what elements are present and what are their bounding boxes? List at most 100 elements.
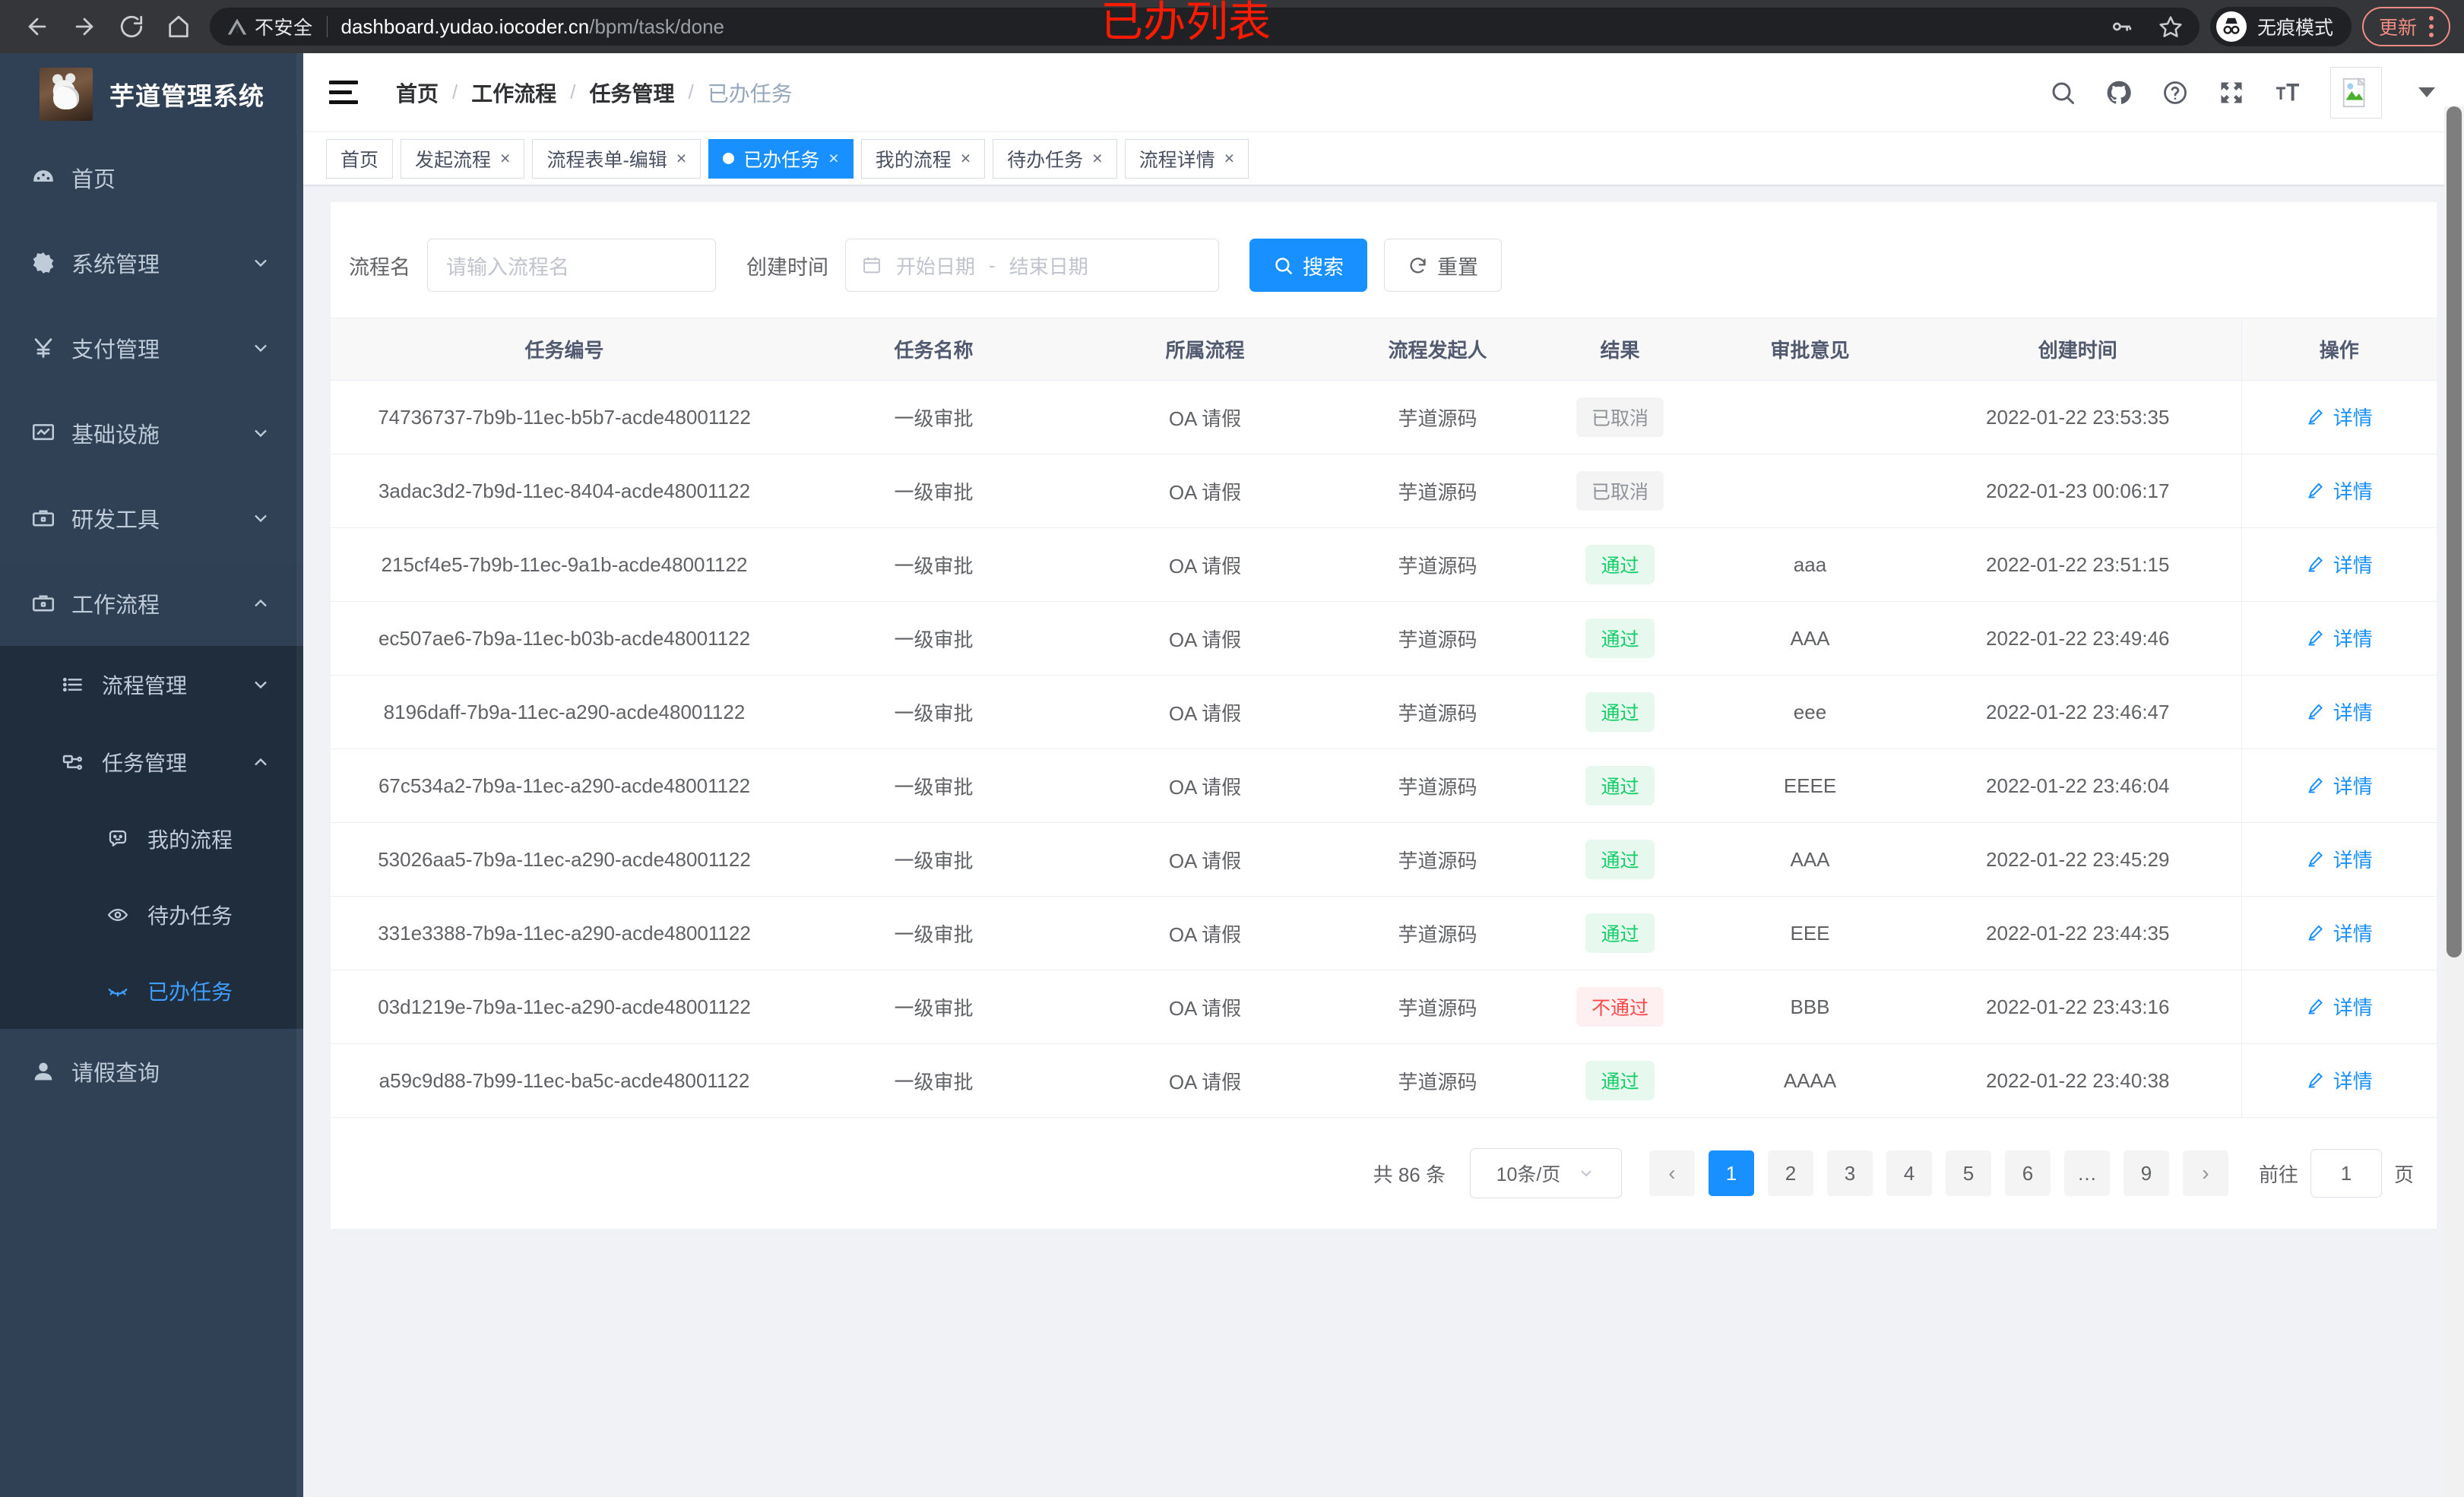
detail-button[interactable]: 详情 (2306, 919, 2373, 947)
sidebar-item-workflow[interactable]: 工作流程 (0, 561, 303, 646)
breadcrumb-item-home[interactable]: 首页 (396, 81, 439, 106)
page-button-6[interactable]: 6 (2004, 1150, 2051, 1196)
security-indicator[interactable]: 不安全 (226, 13, 313, 40)
incognito-mode-indicator[interactable]: 无痕模式 (2209, 7, 2352, 46)
close-icon[interactable]: × (828, 148, 839, 168)
cell-result: 通过 (1534, 822, 1705, 897)
process-name-label: 流程名 (349, 255, 410, 279)
reload-button[interactable] (108, 3, 155, 50)
update-button[interactable]: 更新 (2361, 7, 2450, 46)
fullscreen-icon[interactable] (2218, 79, 2245, 106)
sidebar-item-task-management[interactable]: 任务管理 (0, 723, 303, 801)
detail-button[interactable]: 详情 (2306, 1066, 2373, 1094)
breadcrumb-item-workflow[interactable]: 工作流程 (471, 81, 557, 106)
reset-button[interactable]: 重置 (1384, 239, 1502, 292)
page-button-5[interactable]: 5 (1945, 1150, 1991, 1196)
edit-pencil-icon (2306, 1070, 2326, 1090)
tab-process-form-edit[interactable]: 流程表单-编辑 × (532, 138, 702, 179)
edit-pencil-icon (2306, 480, 2326, 500)
user-avatar-image[interactable] (2330, 66, 2382, 119)
sidebar-item-done-tasks[interactable]: 已办任务 (0, 953, 303, 1029)
back-button[interactable] (14, 3, 61, 50)
sidebar-item-my-process[interactable]: 我的流程 (0, 801, 303, 877)
cell-result: 不通过 (1534, 970, 1705, 1044)
table-row: 3adac3d2-7b9d-11ec-8404-acde48001122 一级审批… (331, 454, 2437, 528)
password-key-icon[interactable] (2110, 15, 2133, 38)
status-badge: 已取消 (1576, 397, 1664, 437)
page-button-4[interactable]: 4 (1886, 1150, 1932, 1196)
cell-starter: 芋道源码 (1341, 896, 1534, 970)
detail-button[interactable]: 详情 (2306, 624, 2373, 652)
tab-my-process[interactable]: 我的流程 × (860, 138, 986, 179)
home-button[interactable] (155, 3, 202, 50)
page-button-2[interactable]: 2 (1767, 1150, 1813, 1196)
close-icon[interactable]: × (960, 148, 971, 168)
create-time-label: 创建时间 (746, 255, 828, 279)
page-scrollbar[interactable] (2444, 106, 2464, 1497)
address-bar[interactable]: 不安全 dashboard.yudao.iocoder.cn/bpm/task/… (210, 8, 2200, 46)
tab-start-process[interactable]: 发起流程 × (401, 138, 525, 179)
cell-task-name: 一级审批 (798, 527, 1069, 602)
page-ellipsis-button[interactable]: … (2063, 1150, 2110, 1196)
search-icon[interactable] (2049, 79, 2076, 106)
sidebar: 芋道管理系统 首页 系统管理 支付管理 (0, 53, 303, 1497)
detail-button[interactable]: 详情 (2306, 476, 2373, 505)
bookmark-star-icon[interactable] (2158, 14, 2183, 39)
sidebar-item-payment-management[interactable]: 支付管理 (0, 305, 303, 391)
close-icon[interactable]: × (500, 148, 511, 168)
detail-button[interactable]: 详情 (2306, 550, 2373, 578)
process-name-input[interactable]: 请输入流程名 (427, 239, 716, 292)
page-button-1[interactable]: 1 (1708, 1150, 1754, 1196)
sidebar-item-label: 流程管理 (102, 674, 188, 698)
close-icon[interactable]: × (1092, 148, 1103, 168)
jumper-input[interactable]: 1 (2310, 1149, 2382, 1198)
tab-todo-tasks[interactable]: 待办任务 × (993, 138, 1117, 179)
detail-button[interactable]: 详情 (2306, 771, 2373, 799)
cell-process: OA 请假 (1069, 454, 1341, 528)
sidebar-scrollbar[interactable] (296, 53, 303, 1497)
table-row: a59c9d88-7b99-11ec-ba5c-acde48001122 一级审批… (331, 1043, 2437, 1118)
prev-page-button[interactable]: ‹ (1648, 1150, 1695, 1196)
github-icon[interactable] (2105, 79, 2133, 106)
cell-create-time: 2022-01-22 23:53:35 (1915, 380, 2241, 454)
cell-starter: 芋道源码 (1341, 527, 1534, 602)
sidebar-item-system-management[interactable]: 系统管理 (0, 220, 303, 305)
column-header-process: 所属流程 (1069, 318, 1341, 381)
sidebar-item-leave-query[interactable]: 请假查询 (0, 1029, 303, 1114)
next-page-button[interactable]: › (2182, 1150, 2228, 1196)
page-size-select[interactable]: 10条/页 (1469, 1148, 1622, 1198)
tab-done-tasks[interactable]: 已办任务 × (708, 138, 854, 179)
page-button-9[interactable]: 9 (2123, 1150, 2169, 1196)
chevron-down-icon[interactable] (2418, 87, 2435, 97)
breadcrumb-separator: / (570, 81, 576, 103)
font-size-icon[interactable] (2274, 79, 2301, 106)
create-time-range-picker[interactable]: 开始日期 - 结束日期 (845, 239, 1219, 292)
tab-process-detail[interactable]: 流程详情 × (1124, 138, 1249, 179)
detail-button[interactable]: 详情 (2306, 992, 2373, 1021)
cell-result: 已取消 (1534, 380, 1705, 454)
hamburger-menu-icon[interactable] (329, 75, 364, 110)
sidebar-item-infrastructure[interactable]: 基础设施 (0, 391, 303, 476)
edit-pencil-icon (2306, 407, 2326, 426)
cell-starter: 芋道源码 (1341, 454, 1534, 528)
close-icon[interactable]: × (1224, 148, 1235, 168)
forward-button[interactable] (61, 3, 108, 50)
tab-home[interactable]: 首页 (326, 138, 394, 179)
detail-button[interactable]: 详情 (2306, 403, 2373, 431)
search-button[interactable]: 搜索 (1249, 239, 1367, 292)
cell-process: OA 请假 (1069, 896, 1341, 970)
detail-button[interactable]: 详情 (2306, 845, 2373, 873)
sidebar-item-home[interactable]: 首页 (0, 135, 303, 220)
breadcrumb-item-task-management[interactable]: 任务管理 (589, 81, 675, 106)
help-circle-icon[interactable] (2162, 79, 2189, 106)
sidebar-item-process-management[interactable]: 流程管理 (0, 646, 303, 723)
sidebar-item-dev-tools[interactable]: 研发工具 (0, 476, 303, 561)
page-button-3[interactable]: 3 (1826, 1150, 1873, 1196)
three-dot-menu-icon[interactable] (2424, 16, 2438, 37)
sidebar-brand[interactable]: 芋道管理系统 (0, 53, 303, 135)
page-scrollbar-thumb[interactable] (2447, 106, 2462, 957)
sidebar-item-todo-tasks[interactable]: 待办任务 (0, 877, 303, 953)
close-icon[interactable]: × (676, 148, 687, 168)
breadcrumb-separator: / (452, 81, 458, 103)
detail-button[interactable]: 详情 (2306, 698, 2373, 726)
